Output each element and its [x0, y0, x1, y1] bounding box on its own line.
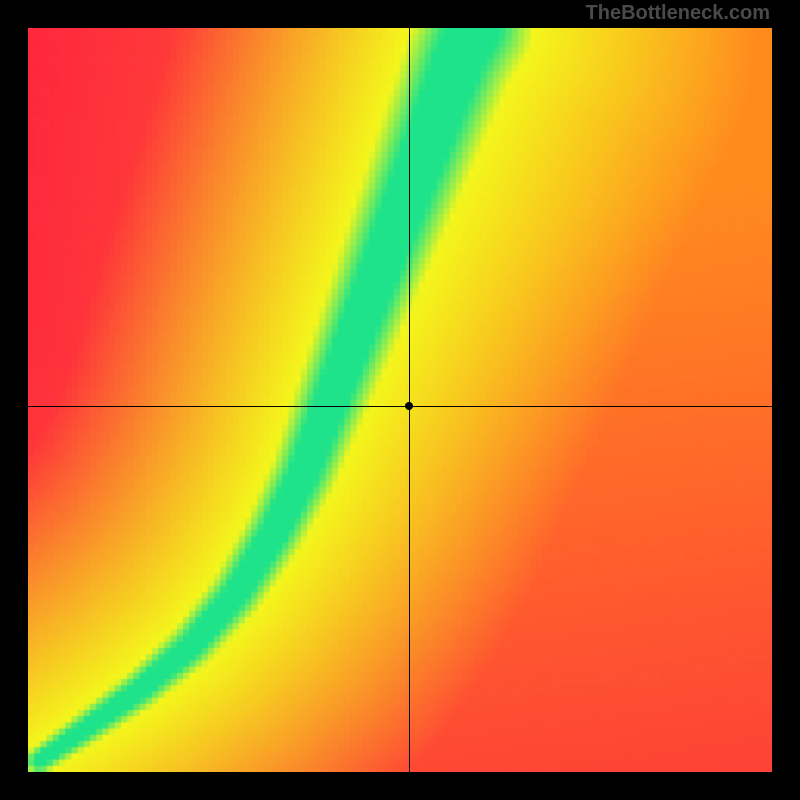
- watermark-text: TheBottleneck.com: [586, 2, 770, 25]
- crosshair-marker: [405, 402, 413, 410]
- crosshair-vertical: [409, 28, 410, 772]
- crosshair-horizontal: [28, 406, 772, 407]
- heatmap-canvas: [28, 28, 772, 772]
- heatmap-chart: [28, 28, 772, 772]
